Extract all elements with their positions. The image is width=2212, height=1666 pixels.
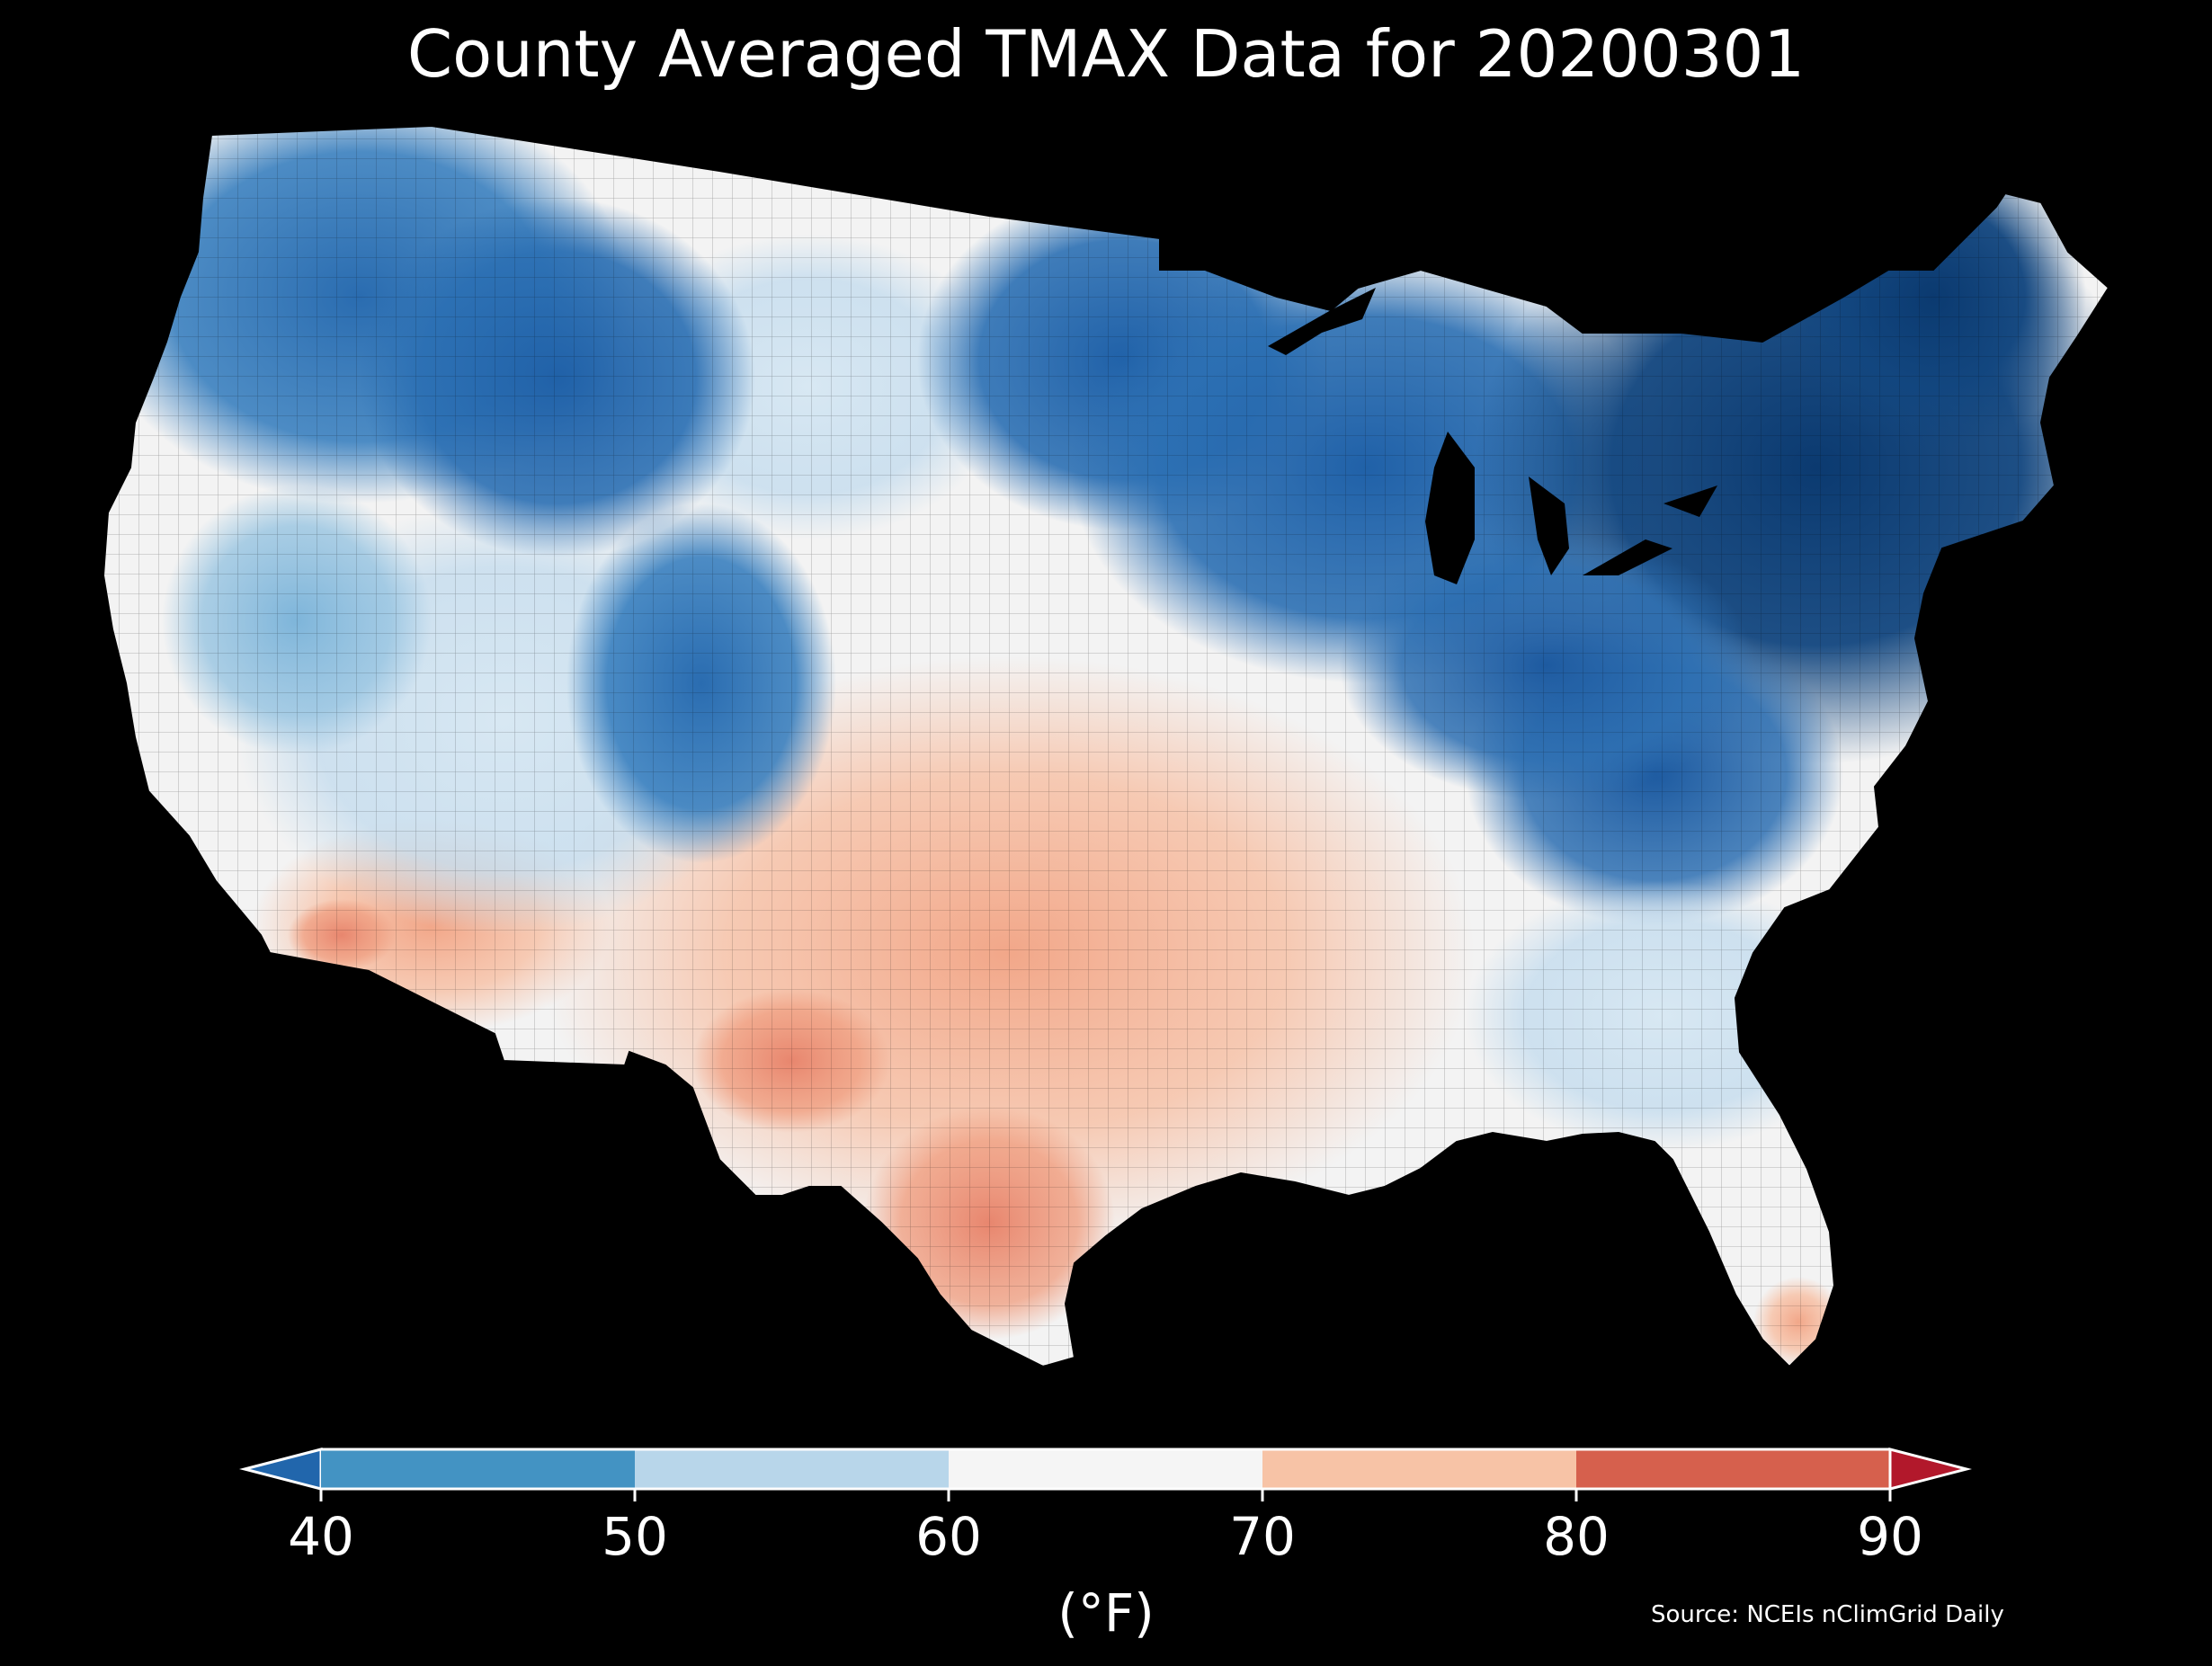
colorbar-bin	[1262, 1449, 1576, 1489]
colorbar-bin	[1576, 1449, 1890, 1489]
choropleth-map	[102, 124, 2110, 1368]
colorbar-bin	[949, 1449, 1262, 1489]
source-note: Source: NCEIs nClimGrid Daily	[1651, 1601, 2004, 1628]
colorbar-bin	[635, 1449, 949, 1489]
colorbar-over-arrow	[1888, 1448, 1972, 1491]
colorbar-tick-label: 40	[288, 1506, 354, 1567]
colorbar-units-label: (°F)	[1057, 1582, 1155, 1644]
map-outline	[102, 124, 2110, 1368]
colorbar-tick-label: 50	[602, 1506, 668, 1567]
colorbar-under-arrow	[239, 1448, 323, 1491]
colorbar-tick-label: 70	[1229, 1506, 1296, 1567]
colorbar-tick-label: 60	[915, 1506, 982, 1567]
colorbar-ticks	[319, 1489, 1892, 1501]
colorbar-tick-label: 80	[1543, 1506, 1610, 1567]
colorbar-bin	[321, 1449, 635, 1489]
map-title: County Averaged TMAX Data for 20200301	[406, 16, 1806, 92]
colorbar-tick-label: 90	[1857, 1506, 1923, 1567]
